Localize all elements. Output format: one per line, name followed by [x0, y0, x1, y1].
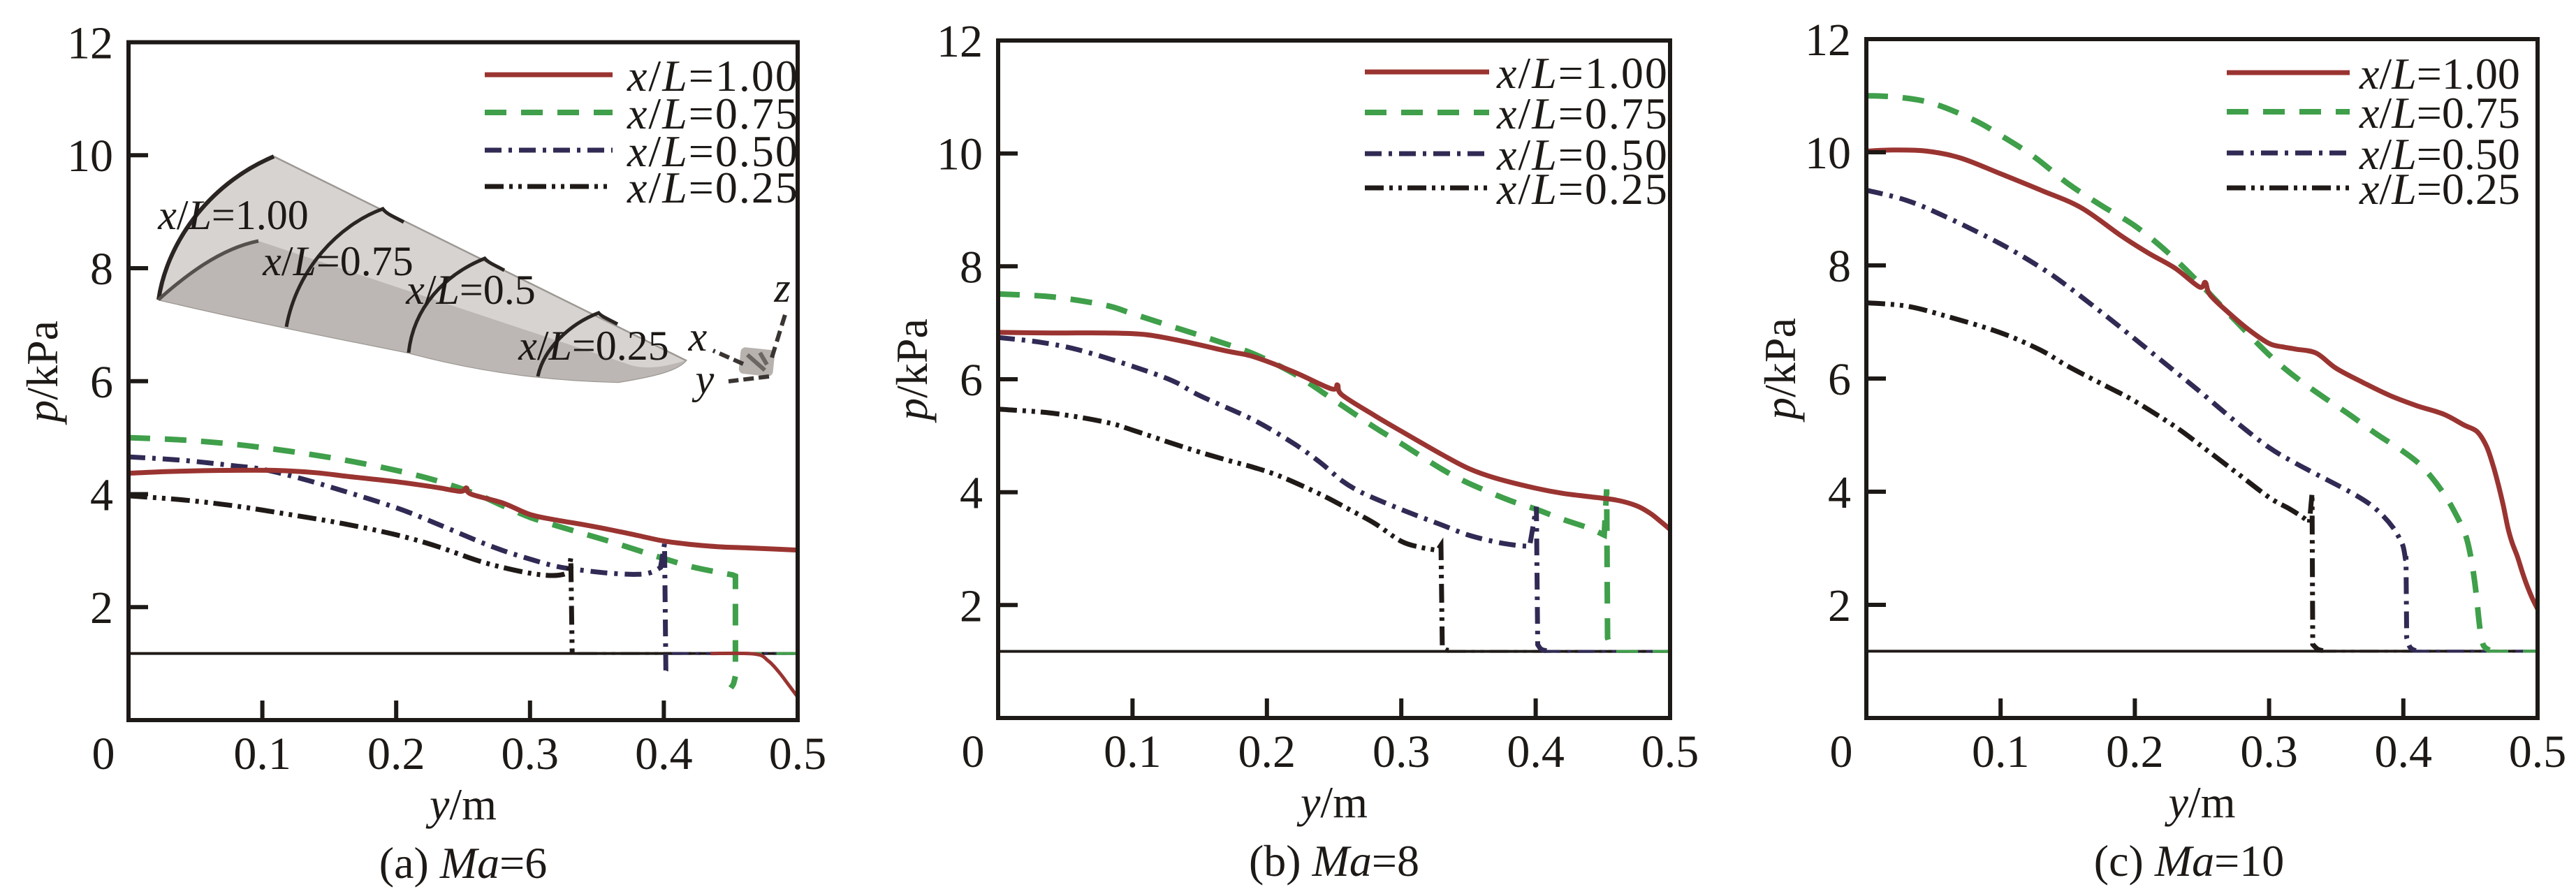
svg-text:0.1: 0.1 [1104, 726, 1162, 777]
svg-text:0: 0 [962, 726, 985, 777]
svg-text:2: 2 [1828, 580, 1851, 631]
svg-text:2: 2 [960, 580, 983, 631]
svg-text:x/L=0.75: x/L=0.75 [1496, 89, 1669, 138]
svg-text:10: 10 [67, 131, 113, 182]
svg-text:y/m: y/m [425, 779, 497, 829]
svg-text:6: 6 [1828, 354, 1851, 405]
svg-text:0.4: 0.4 [2375, 726, 2433, 777]
svg-text:x/L=1.00: x/L=1.00 [2359, 49, 2520, 98]
svg-text:8: 8 [90, 244, 113, 295]
svg-text:p/kPa: p/kPa [17, 321, 67, 425]
svg-text:4: 4 [1828, 467, 1851, 518]
svg-text:10: 10 [937, 129, 983, 180]
svg-text:0.3: 0.3 [502, 728, 559, 779]
svg-text:x/L=0.75: x/L=0.75 [262, 238, 414, 284]
svg-text:x/L=1.00: x/L=1.00 [1496, 48, 1669, 98]
svg-text:0.5: 0.5 [2509, 726, 2567, 777]
svg-text:0.4: 0.4 [1507, 726, 1565, 777]
svg-text:0.2: 0.2 [2106, 726, 2164, 777]
svg-text:x/L=0.25: x/L=0.25 [2359, 164, 2520, 214]
svg-text:x/L=0.75: x/L=0.75 [2359, 88, 2520, 138]
svg-text:2: 2 [90, 582, 113, 633]
svg-text:0.2: 0.2 [367, 728, 425, 779]
svg-text:x/L=0.50: x/L=0.50 [2359, 129, 2520, 179]
svg-text:0.5: 0.5 [1641, 726, 1699, 777]
svg-text:p/kPa: p/kPa [1755, 318, 1805, 423]
svg-text:0.1: 0.1 [1972, 726, 2030, 777]
svg-text:x/L=0.25: x/L=0.25 [518, 323, 669, 369]
svg-text:x/L=0.25: x/L=0.25 [627, 163, 799, 212]
svg-text:12: 12 [937, 16, 983, 67]
svg-text:6: 6 [90, 357, 113, 408]
svg-text:z: z [773, 265, 790, 311]
svg-text:y/m: y/m [1296, 777, 1368, 827]
svg-text:p/kPa: p/kPa [887, 318, 937, 423]
svg-text:x/L=0.50: x/L=0.50 [1496, 130, 1669, 179]
svg-text:y: y [691, 356, 715, 402]
svg-text:12: 12 [1805, 15, 1851, 66]
svg-text:0.3: 0.3 [1373, 726, 1430, 777]
svg-text:x/L=0.50: x/L=0.50 [627, 126, 799, 176]
svg-text:x: x [688, 314, 708, 360]
svg-text:6: 6 [960, 355, 983, 406]
svg-text:x/L=1.00: x/L=1.00 [157, 192, 309, 238]
svg-text:8: 8 [960, 242, 983, 293]
svg-text:(a) Ma=6: (a) Ma=6 [379, 838, 547, 888]
svg-text:0.5: 0.5 [769, 728, 827, 779]
svg-text:0.4: 0.4 [635, 728, 693, 779]
svg-text:x/L=1.00: x/L=1.00 [627, 51, 799, 101]
svg-text:10: 10 [1805, 128, 1851, 179]
svg-text:(c) Ma=10: (c) Ma=10 [2094, 836, 2284, 886]
svg-text:(b) Ma=8: (b) Ma=8 [1249, 836, 1419, 886]
svg-text:0.3: 0.3 [2240, 726, 2298, 777]
svg-text:0: 0 [1830, 726, 1853, 777]
svg-text:0.1: 0.1 [233, 728, 291, 779]
svg-text:4: 4 [960, 468, 983, 519]
svg-text:0.2: 0.2 [1238, 726, 1296, 777]
svg-text:x/L=0.25: x/L=0.25 [1496, 164, 1669, 214]
svg-text:4: 4 [90, 470, 113, 521]
svg-text:0: 0 [92, 728, 115, 779]
svg-text:x/L=0.75: x/L=0.75 [627, 89, 799, 138]
svg-text:8: 8 [1828, 241, 1851, 292]
svg-text:y/m: y/m [2165, 777, 2236, 827]
svg-text:x/L=0.5: x/L=0.5 [405, 267, 536, 313]
svg-text:12: 12 [67, 18, 113, 69]
